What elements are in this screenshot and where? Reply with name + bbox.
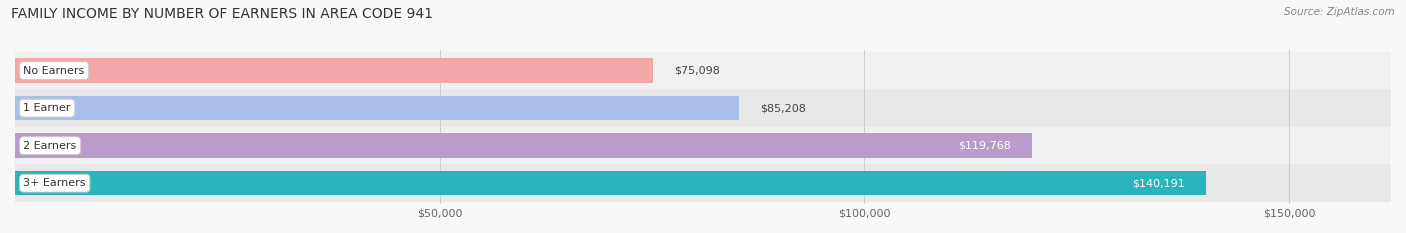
Text: 2 Earners: 2 Earners bbox=[24, 141, 77, 151]
Text: $85,208: $85,208 bbox=[761, 103, 806, 113]
Text: 1 Earner: 1 Earner bbox=[24, 103, 70, 113]
Bar bbox=[15, 127, 1391, 164]
Text: $140,191: $140,191 bbox=[1132, 178, 1184, 188]
Text: No Earners: No Earners bbox=[24, 66, 84, 75]
Bar bbox=[15, 89, 1391, 127]
Bar bbox=[15, 58, 652, 83]
Bar bbox=[15, 164, 1391, 202]
Text: 3+ Earners: 3+ Earners bbox=[24, 178, 86, 188]
Text: Source: ZipAtlas.com: Source: ZipAtlas.com bbox=[1284, 7, 1395, 17]
Bar bbox=[15, 134, 1032, 158]
Bar bbox=[15, 96, 738, 120]
Text: $75,098: $75,098 bbox=[673, 66, 720, 75]
Bar bbox=[15, 52, 1391, 89]
Text: $119,768: $119,768 bbox=[957, 141, 1011, 151]
Bar bbox=[15, 171, 1206, 195]
Text: FAMILY INCOME BY NUMBER OF EARNERS IN AREA CODE 941: FAMILY INCOME BY NUMBER OF EARNERS IN AR… bbox=[11, 7, 433, 21]
